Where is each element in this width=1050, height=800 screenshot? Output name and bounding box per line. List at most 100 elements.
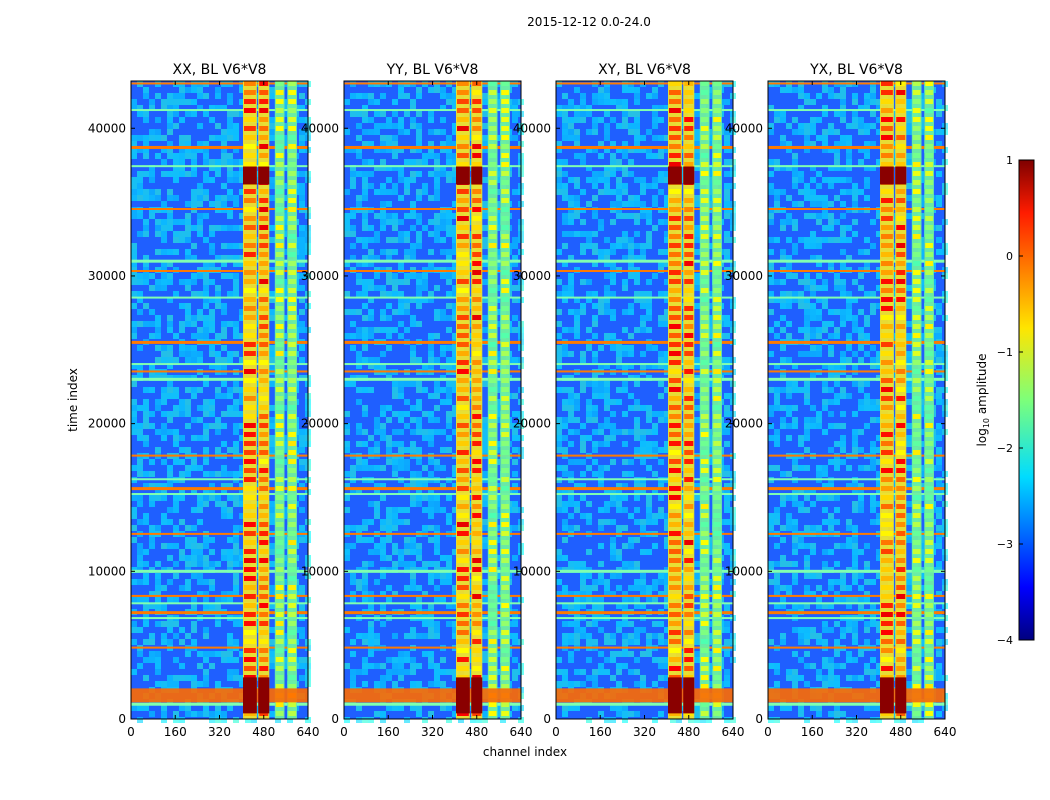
noise-cell [404, 159, 410, 165]
noise-cell [362, 171, 368, 177]
noise-cell [610, 171, 616, 177]
noise-cell [440, 249, 446, 255]
noise-cell [356, 147, 362, 153]
noise-cell [398, 309, 404, 315]
noise-cell [380, 717, 386, 723]
noise-cell [658, 207, 664, 213]
flag-row [344, 569, 521, 573]
noise-cell [574, 153, 580, 159]
noise-cell [215, 429, 221, 435]
noise-cell [622, 591, 628, 597]
noise-cell [161, 345, 167, 351]
noise-cell [398, 297, 404, 303]
rfi-band-cell [244, 351, 256, 356]
noise-cell [143, 189, 149, 195]
noise-cell [185, 135, 191, 141]
rfi-band-cell [457, 711, 469, 716]
rfi-band-cell [259, 387, 269, 392]
noise-cell [574, 213, 580, 219]
noise-cell [362, 315, 368, 321]
noise-cell [356, 459, 362, 465]
noise-cell [155, 669, 161, 675]
noise-cell [344, 381, 350, 387]
noise-cell [305, 717, 311, 723]
noise-cell [604, 135, 610, 141]
noise-cell [155, 153, 161, 159]
noise-cell [398, 171, 404, 177]
noise-cell [512, 525, 518, 531]
noise-cell [512, 117, 518, 123]
noise-cell [299, 459, 305, 465]
noise-cell [724, 621, 730, 627]
noise-cell [610, 657, 616, 663]
noise-cell [362, 585, 368, 591]
rfi-band-cell [259, 441, 269, 446]
rfi-band-cell [288, 612, 296, 617]
noise-cell [440, 579, 446, 585]
rfi-band-cell [501, 162, 509, 167]
noise-cell [362, 537, 368, 543]
noise-cell [658, 147, 664, 153]
rfi-band-cell [244, 603, 256, 608]
noise-cell [410, 351, 416, 357]
noise-cell [173, 597, 179, 603]
noise-cell [299, 201, 305, 207]
noise-cell [658, 639, 664, 645]
rfi-band-cell [472, 441, 482, 446]
noise-cell [428, 579, 434, 585]
noise-cell [269, 93, 275, 99]
noise-cell [179, 231, 185, 237]
noise-cell [658, 249, 664, 255]
noise-cell [562, 351, 568, 357]
noise-cell [452, 315, 458, 321]
noise-cell [368, 249, 374, 255]
noise-cell [568, 285, 574, 291]
noise-cell [368, 591, 374, 597]
noise-cell [239, 159, 245, 165]
noise-cell [428, 333, 434, 339]
noise-cell [209, 363, 215, 369]
noise-cell [646, 429, 652, 435]
noise-cell [173, 435, 179, 441]
noise-cell [374, 423, 380, 429]
noise-cell [239, 411, 245, 417]
noise-cell [203, 267, 209, 273]
noise-cell [512, 423, 518, 429]
rfi-band-cell [275, 711, 284, 716]
noise-cell [604, 255, 610, 261]
noise-cell [652, 471, 658, 477]
noise-cell [512, 255, 518, 261]
noise-cell [452, 585, 458, 591]
noise-cell [434, 219, 440, 225]
noise-cell [227, 357, 233, 363]
rfi-band-cell [275, 189, 284, 194]
noise-cell [482, 627, 488, 633]
noise-cell [416, 243, 422, 249]
rfi-band-cell [472, 576, 482, 581]
noise-cell [209, 561, 215, 567]
rfi-band-cell [457, 630, 469, 635]
noise-cell [574, 183, 580, 189]
noise-cell [446, 621, 452, 627]
noise-cell [167, 153, 173, 159]
noise-cell [392, 285, 398, 291]
noise-cell [131, 213, 137, 219]
noise-cell [646, 417, 652, 423]
noise-cell [269, 129, 275, 135]
noise-cell [404, 177, 410, 183]
noise-cell [622, 495, 628, 501]
noise-cell [404, 189, 410, 195]
noise-cell [398, 165, 404, 171]
noise-cell [628, 129, 634, 135]
noise-cell [191, 171, 197, 177]
noise-cell [161, 351, 167, 357]
noise-cell [556, 351, 562, 357]
rfi-band-cell [275, 567, 284, 572]
noise-cell [628, 651, 634, 657]
noise-cell [440, 555, 446, 561]
noise-cell [604, 489, 610, 495]
noise-cell [562, 471, 568, 477]
noise-cell [149, 321, 155, 327]
noise-cell [622, 663, 628, 669]
noise-cell [592, 585, 598, 591]
